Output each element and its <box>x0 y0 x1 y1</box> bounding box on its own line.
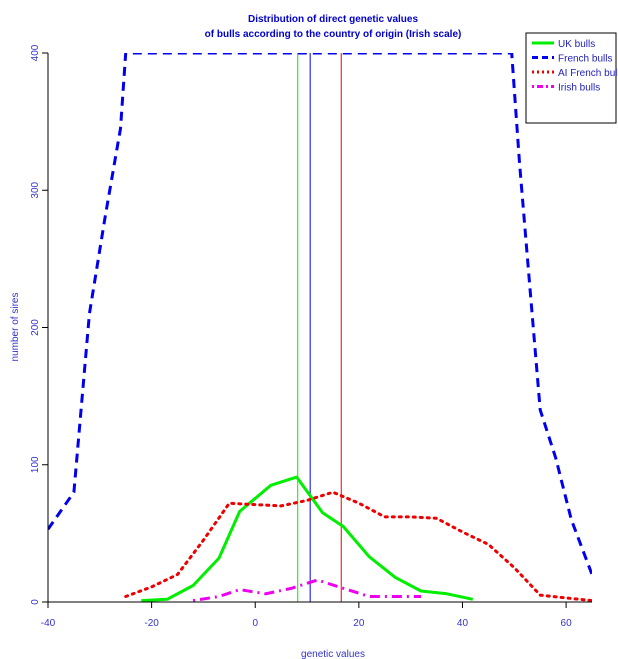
x-tick-label: -20 <box>144 618 159 629</box>
x-tick-label: 20 <box>353 618 365 629</box>
series-line-4 <box>192 578 421 602</box>
series-line-2 <box>48 53 592 576</box>
y-tick-label: 0 <box>30 599 41 605</box>
y-tick-label: 400 <box>30 44 41 61</box>
series-line-1 <box>141 475 474 602</box>
axes: -40 -20 0 20 40 60 0 100 200 300 400 <box>30 44 592 629</box>
y-axis-label: number of sires <box>10 293 21 362</box>
x-tick-label: 40 <box>457 618 469 629</box>
legend: UK bulls French bulls AI French bulls Irish… <box>525 32 618 124</box>
y-tick-label: 200 <box>30 319 41 336</box>
legend-label-2: French bulls <box>558 54 612 65</box>
chart-title-line2: of bulls according to the country of ori… <box>205 29 462 40</box>
series-lines <box>48 53 592 602</box>
x-axis-label: genetic values <box>301 649 365 659</box>
legend-label-1: UK bulls <box>558 39 595 50</box>
x-tick-label: -40 <box>41 618 56 629</box>
y-tick-label: 300 <box>30 181 41 198</box>
y-tick-label: 100 <box>30 456 41 473</box>
x-tick-label: 60 <box>561 618 573 629</box>
chart-title-line1: Distribution of direct genetic values <box>248 14 418 25</box>
legend-label-4: Irish bulls <box>558 83 600 94</box>
legend-box <box>525 32 617 124</box>
mean-lines <box>297 53 342 602</box>
legend-label-3: AI French bulls <box>558 68 618 79</box>
x-tick-label: 0 <box>252 618 258 629</box>
series-line-3 <box>124 490 592 602</box>
